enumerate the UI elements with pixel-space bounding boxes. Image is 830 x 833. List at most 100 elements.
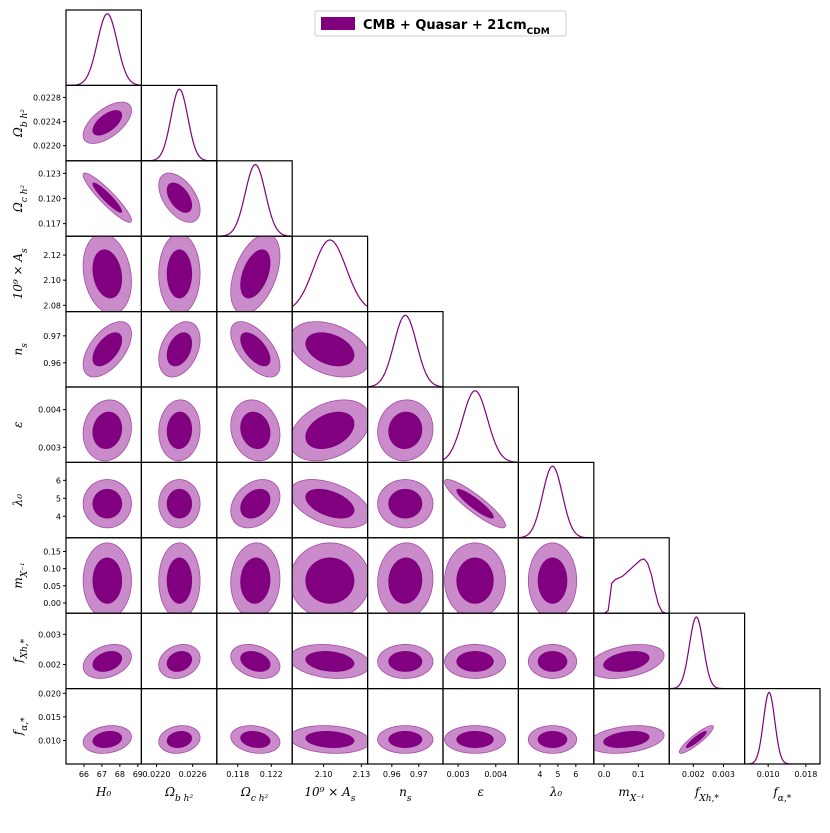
contour-68-4-2	[240, 332, 271, 367]
y-tick-label-8-0: 0.002	[38, 660, 61, 669]
panel-9-9	[743, 687, 821, 765]
panel-content	[518, 465, 594, 538]
panel-6-5	[442, 461, 520, 539]
y-tick-label-4-0: 0.96	[43, 359, 61, 368]
contour-68-9-7	[603, 731, 650, 748]
y-tick-label-9-1: 0.015	[38, 713, 61, 722]
x-axis-label-5: ε	[477, 785, 483, 799]
panel-frame-8-8	[668, 612, 746, 690]
panel-content	[444, 644, 506, 679]
panel-content	[230, 321, 281, 378]
panel-content	[444, 725, 506, 754]
panel-8-5	[442, 612, 520, 690]
panel-content	[292, 542, 368, 614]
contour-68-7-3	[305, 557, 355, 604]
panel-content	[158, 399, 201, 462]
y-tick-label-3-0: 2.08	[43, 301, 61, 310]
panel-content	[158, 725, 201, 754]
panel-7-2	[216, 537, 293, 614]
marginal-curve-9	[744, 691, 820, 764]
panel-2-0	[65, 160, 143, 237]
panel-4-2	[216, 311, 293, 388]
panel-4-3	[291, 311, 369, 388]
panel-content	[230, 236, 281, 312]
panel-content	[292, 644, 368, 679]
y-axis-label-6: λ₀	[11, 494, 25, 508]
panel-content	[82, 725, 132, 754]
panel-3-3	[291, 235, 369, 313]
marginal-curve-3	[292, 239, 368, 308]
contour-68-9-1	[166, 731, 193, 748]
x-tick-label-0-1: 67	[97, 770, 107, 779]
contour-68-3-2	[240, 249, 271, 299]
contour-68-8-3	[305, 651, 355, 672]
panel-content	[292, 399, 368, 462]
panel-8-6	[517, 612, 595, 690]
panel-content	[82, 479, 132, 529]
panel-6-3	[291, 461, 369, 539]
panel-3-1	[140, 235, 218, 313]
panel-content	[527, 644, 578, 679]
panel-content	[443, 390, 519, 463]
contour-68-9-5	[456, 731, 494, 748]
panel-content	[377, 479, 434, 529]
panel-7-4	[367, 537, 444, 614]
panel-9-5	[442, 687, 520, 765]
panel-content	[527, 725, 578, 754]
y-tick-label-3-2: 2.12	[43, 251, 61, 260]
panel-5-2	[216, 386, 293, 464]
legend-box	[314, 10, 567, 37]
panel-content	[593, 725, 665, 754]
y-tick-label-9-2: 0.020	[38, 689, 61, 698]
y-tick-label-1-2: 0.0228	[33, 93, 61, 102]
legend: CMB + Quasar + 21cmCDM	[314, 10, 567, 37]
y-tick-label-2-2: 0.123	[38, 169, 61, 178]
y-tick-label-6-2: 6	[56, 476, 61, 485]
panel-content	[444, 542, 506, 614]
panel-content	[593, 558, 670, 614]
panel-content	[82, 172, 132, 223]
panel-content	[744, 691, 820, 764]
x-tick-label-0-3: 69	[133, 770, 143, 779]
contour-68-2-0	[92, 182, 123, 213]
panel-content	[82, 321, 132, 378]
x-tick-label-1-1: 0.0226	[179, 770, 207, 779]
y-axis-label-7: mX⁻¹	[11, 562, 30, 588]
x-tick-label-6-2: 6	[573, 770, 578, 779]
panel-9-8	[668, 687, 746, 765]
panel-content	[292, 725, 368, 754]
contour-68-8-2	[240, 651, 271, 672]
panel-8-0	[65, 612, 143, 690]
x-tick-label-0-0: 66	[79, 770, 89, 779]
panel-content	[158, 172, 201, 223]
panel-content	[669, 616, 745, 689]
contour-68-3-1	[166, 249, 193, 299]
y-tick-label-1-1: 0.0224	[33, 118, 61, 127]
y-tick-label-7-2: 0.10	[43, 565, 61, 574]
panel-content	[82, 399, 132, 462]
contour-68-5-0	[92, 411, 123, 450]
panel-content	[230, 399, 281, 462]
panel-content	[230, 479, 281, 529]
panel-9-0	[65, 687, 143, 765]
panel-6-2	[216, 461, 293, 539]
marginal-curve-6	[518, 465, 594, 538]
contour-68-4-3	[305, 332, 355, 367]
contour-68-9-6	[537, 731, 568, 748]
panel-content	[82, 101, 132, 144]
panel-6-6	[517, 461, 595, 539]
x-tick-label-1-0: 0.0220	[142, 770, 170, 779]
panel-frame-6-6	[517, 461, 595, 539]
contour-68-9-0	[92, 731, 123, 748]
panel-6-4	[367, 461, 444, 539]
marginal-curve-5	[443, 390, 519, 463]
contour-68-9-8	[685, 731, 707, 748]
x-tick-label-2-1: 0.122	[260, 770, 283, 779]
panel-content	[66, 13, 142, 86]
panel-7-0	[65, 537, 143, 614]
panel-5-1	[140, 386, 218, 464]
x-tick-label-8-0: 0.002	[682, 770, 705, 779]
panel-content	[230, 542, 281, 614]
y-tick-label-7-3: 0.15	[43, 548, 61, 557]
contour-68-6-0	[92, 488, 123, 519]
